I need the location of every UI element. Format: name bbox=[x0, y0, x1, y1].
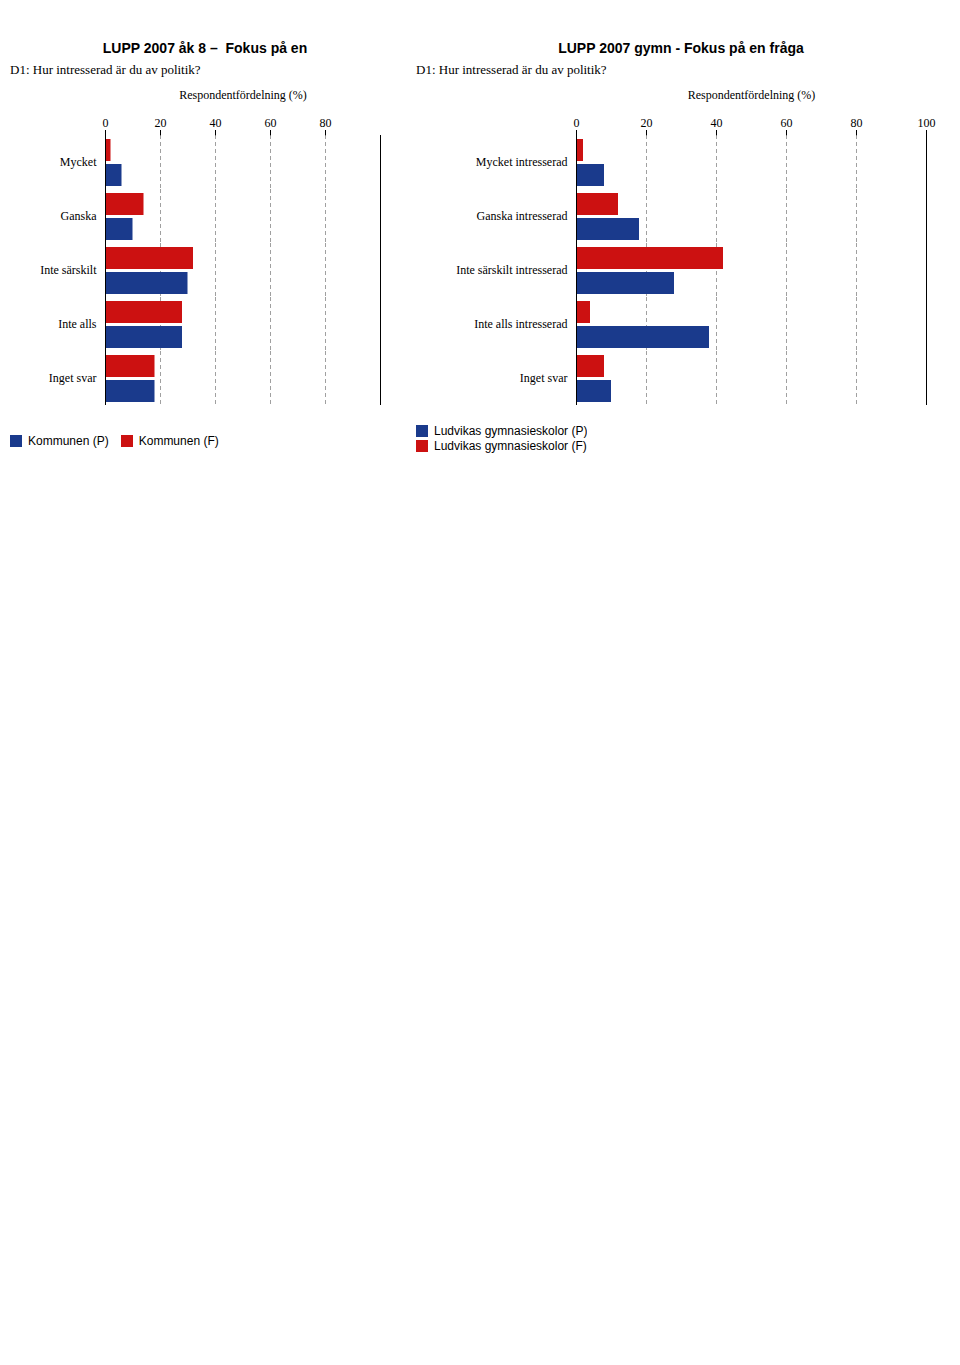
svg-text:Ganska: Ganska bbox=[61, 209, 98, 223]
html-text:D1: Hur intresserad är du av p: D1: Hur intresserad är du av politik? bbox=[10, 62, 201, 77]
svg-text:20: 20 bbox=[641, 116, 653, 130]
svg-text:Inte särskilt: Inte särskilt bbox=[40, 263, 97, 277]
svg-text:60: 60 bbox=[265, 116, 277, 130]
svg-text:40: 40 bbox=[711, 116, 723, 130]
html-text:Kommunen (P): Kommunen (P) bbox=[28, 433, 109, 448]
svg-text:80: 80 bbox=[320, 116, 332, 130]
html-text:D1: Hur intresserad är du av p: D1: Hur intresserad är du av politik? bbox=[416, 62, 607, 77]
svg-text:Mycket: Mycket bbox=[60, 155, 97, 169]
svg-text:Inte särskilt intresserad: Inte särskilt intresserad bbox=[456, 263, 567, 277]
svg-text:Mycket intresserad: Mycket intresserad bbox=[476, 155, 568, 169]
svg-text:60: 60 bbox=[781, 116, 793, 130]
svg-text:80: 80 bbox=[851, 116, 863, 130]
html-text:Ludvikas gymnasieskolor (F): Ludvikas gymnasieskolor (F) bbox=[434, 439, 587, 453]
svg-text:20: 20 bbox=[155, 116, 167, 130]
svg-text:100: 100 bbox=[918, 116, 936, 130]
html-text:Ludvikas gymnasieskolor (P): Ludvikas gymnasieskolor (P) bbox=[434, 424, 588, 438]
svg-text:Inte alls: Inte alls bbox=[58, 317, 97, 331]
svg-text:Respondentfördelning (%): Respondentfördelning (%) bbox=[179, 88, 307, 102]
svg-text:0: 0 bbox=[574, 116, 580, 130]
svg-text:Respondentfördelning (%): Respondentfördelning (%) bbox=[688, 88, 816, 102]
html-text:LUPP 2007 åk 8 – Fokus på en: LUPP 2007 åk 8 – Fokus på en bbox=[102, 40, 308, 56]
html-text:Kommunen (F): Kommunen (F) bbox=[138, 433, 219, 448]
html-text:LUPP 2007 gymn - Fokus på en f: LUPP 2007 gymn - Fokus på en fråga bbox=[558, 40, 804, 56]
svg-text:Inget svar: Inget svar bbox=[49, 371, 97, 385]
svg-text:0: 0 bbox=[103, 116, 109, 130]
svg-text:40: 40 bbox=[210, 116, 222, 130]
svg-text:Inte alls intresserad: Inte alls intresserad bbox=[474, 317, 567, 331]
svg-text:Inget svar: Inget svar bbox=[520, 371, 568, 385]
svg-text:Ganska intresserad: Ganska intresserad bbox=[477, 209, 568, 223]
